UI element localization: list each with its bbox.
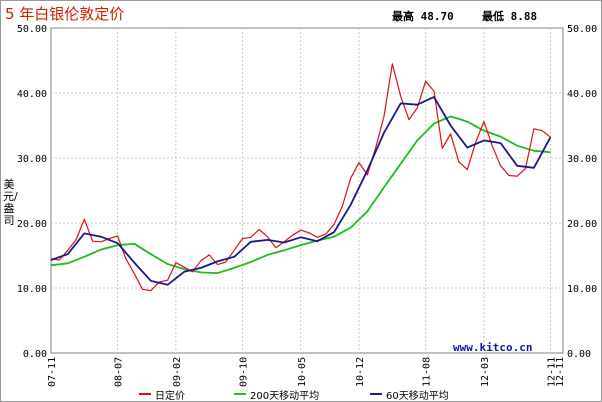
x-tick-label: 12-11 — [547, 357, 558, 387]
x-tick-label: 07-11 — [47, 357, 58, 387]
legend-swatch-ma60 — [370, 393, 382, 395]
legend-swatch-ma200 — [234, 393, 246, 395]
y-tick-label-left: 50.00 — [17, 24, 47, 35]
y-tick-label-left: 20.00 — [17, 219, 47, 230]
x-tick-label: 09-10 — [238, 357, 249, 387]
legend-label-daily: 日定价 — [155, 390, 185, 402]
y-tick-label-left: 30.00 — [17, 154, 47, 165]
series-line-0 — [50, 63, 551, 292]
x-tick-label: 09-02 — [172, 357, 183, 387]
y-tick-label-right: 0.00 — [567, 349, 591, 360]
x-tick-label: 08-07 — [114, 357, 125, 387]
y-axis-label: 美元/盎司 — [3, 178, 18, 227]
watermark: www.kitco.cn — [453, 341, 533, 354]
y-tick-label-right: 20.00 — [567, 219, 597, 230]
legend-swatch-daily — [139, 393, 151, 395]
x-end-label: 12-11 — [555, 357, 566, 387]
x-tick-label: 10-05 — [297, 357, 308, 387]
legend-item-ma60: 60天移动平均 — [370, 388, 449, 402]
series-line-1 — [50, 115, 551, 275]
series-line-2 — [50, 96, 552, 286]
y-tick-label-left: 10.00 — [17, 284, 47, 295]
plot-area — [50, 27, 564, 354]
x-tick-label: 10-12 — [355, 357, 366, 387]
max-price-label: 最高 48.70 — [392, 10, 454, 23]
min-price-label: 最低 8.88 — [482, 10, 538, 23]
legend-item-ma200: 200天移动平均 — [234, 388, 320, 402]
y-tick-label-left: 40.00 — [17, 89, 47, 100]
x-tick-label: 11-08 — [422, 357, 433, 387]
y-tick-label-left: 0.00 — [23, 349, 47, 360]
y-tick-label-right: 30.00 — [567, 154, 597, 165]
chart-title: 5 年白银伦敦定价 — [5, 5, 125, 23]
legend-label-ma200: 200天移动平均 — [250, 390, 320, 402]
x-tick-label: 12-03 — [480, 357, 491, 387]
y-tick-label-right: 50.00 — [567, 24, 597, 35]
legend-label-ma60: 60天移动平均 — [386, 390, 449, 402]
y-tick-label-right: 10.00 — [567, 284, 597, 295]
legend-item-daily: 日定价 — [139, 388, 185, 402]
y-tick-label-right: 40.00 — [567, 89, 597, 100]
